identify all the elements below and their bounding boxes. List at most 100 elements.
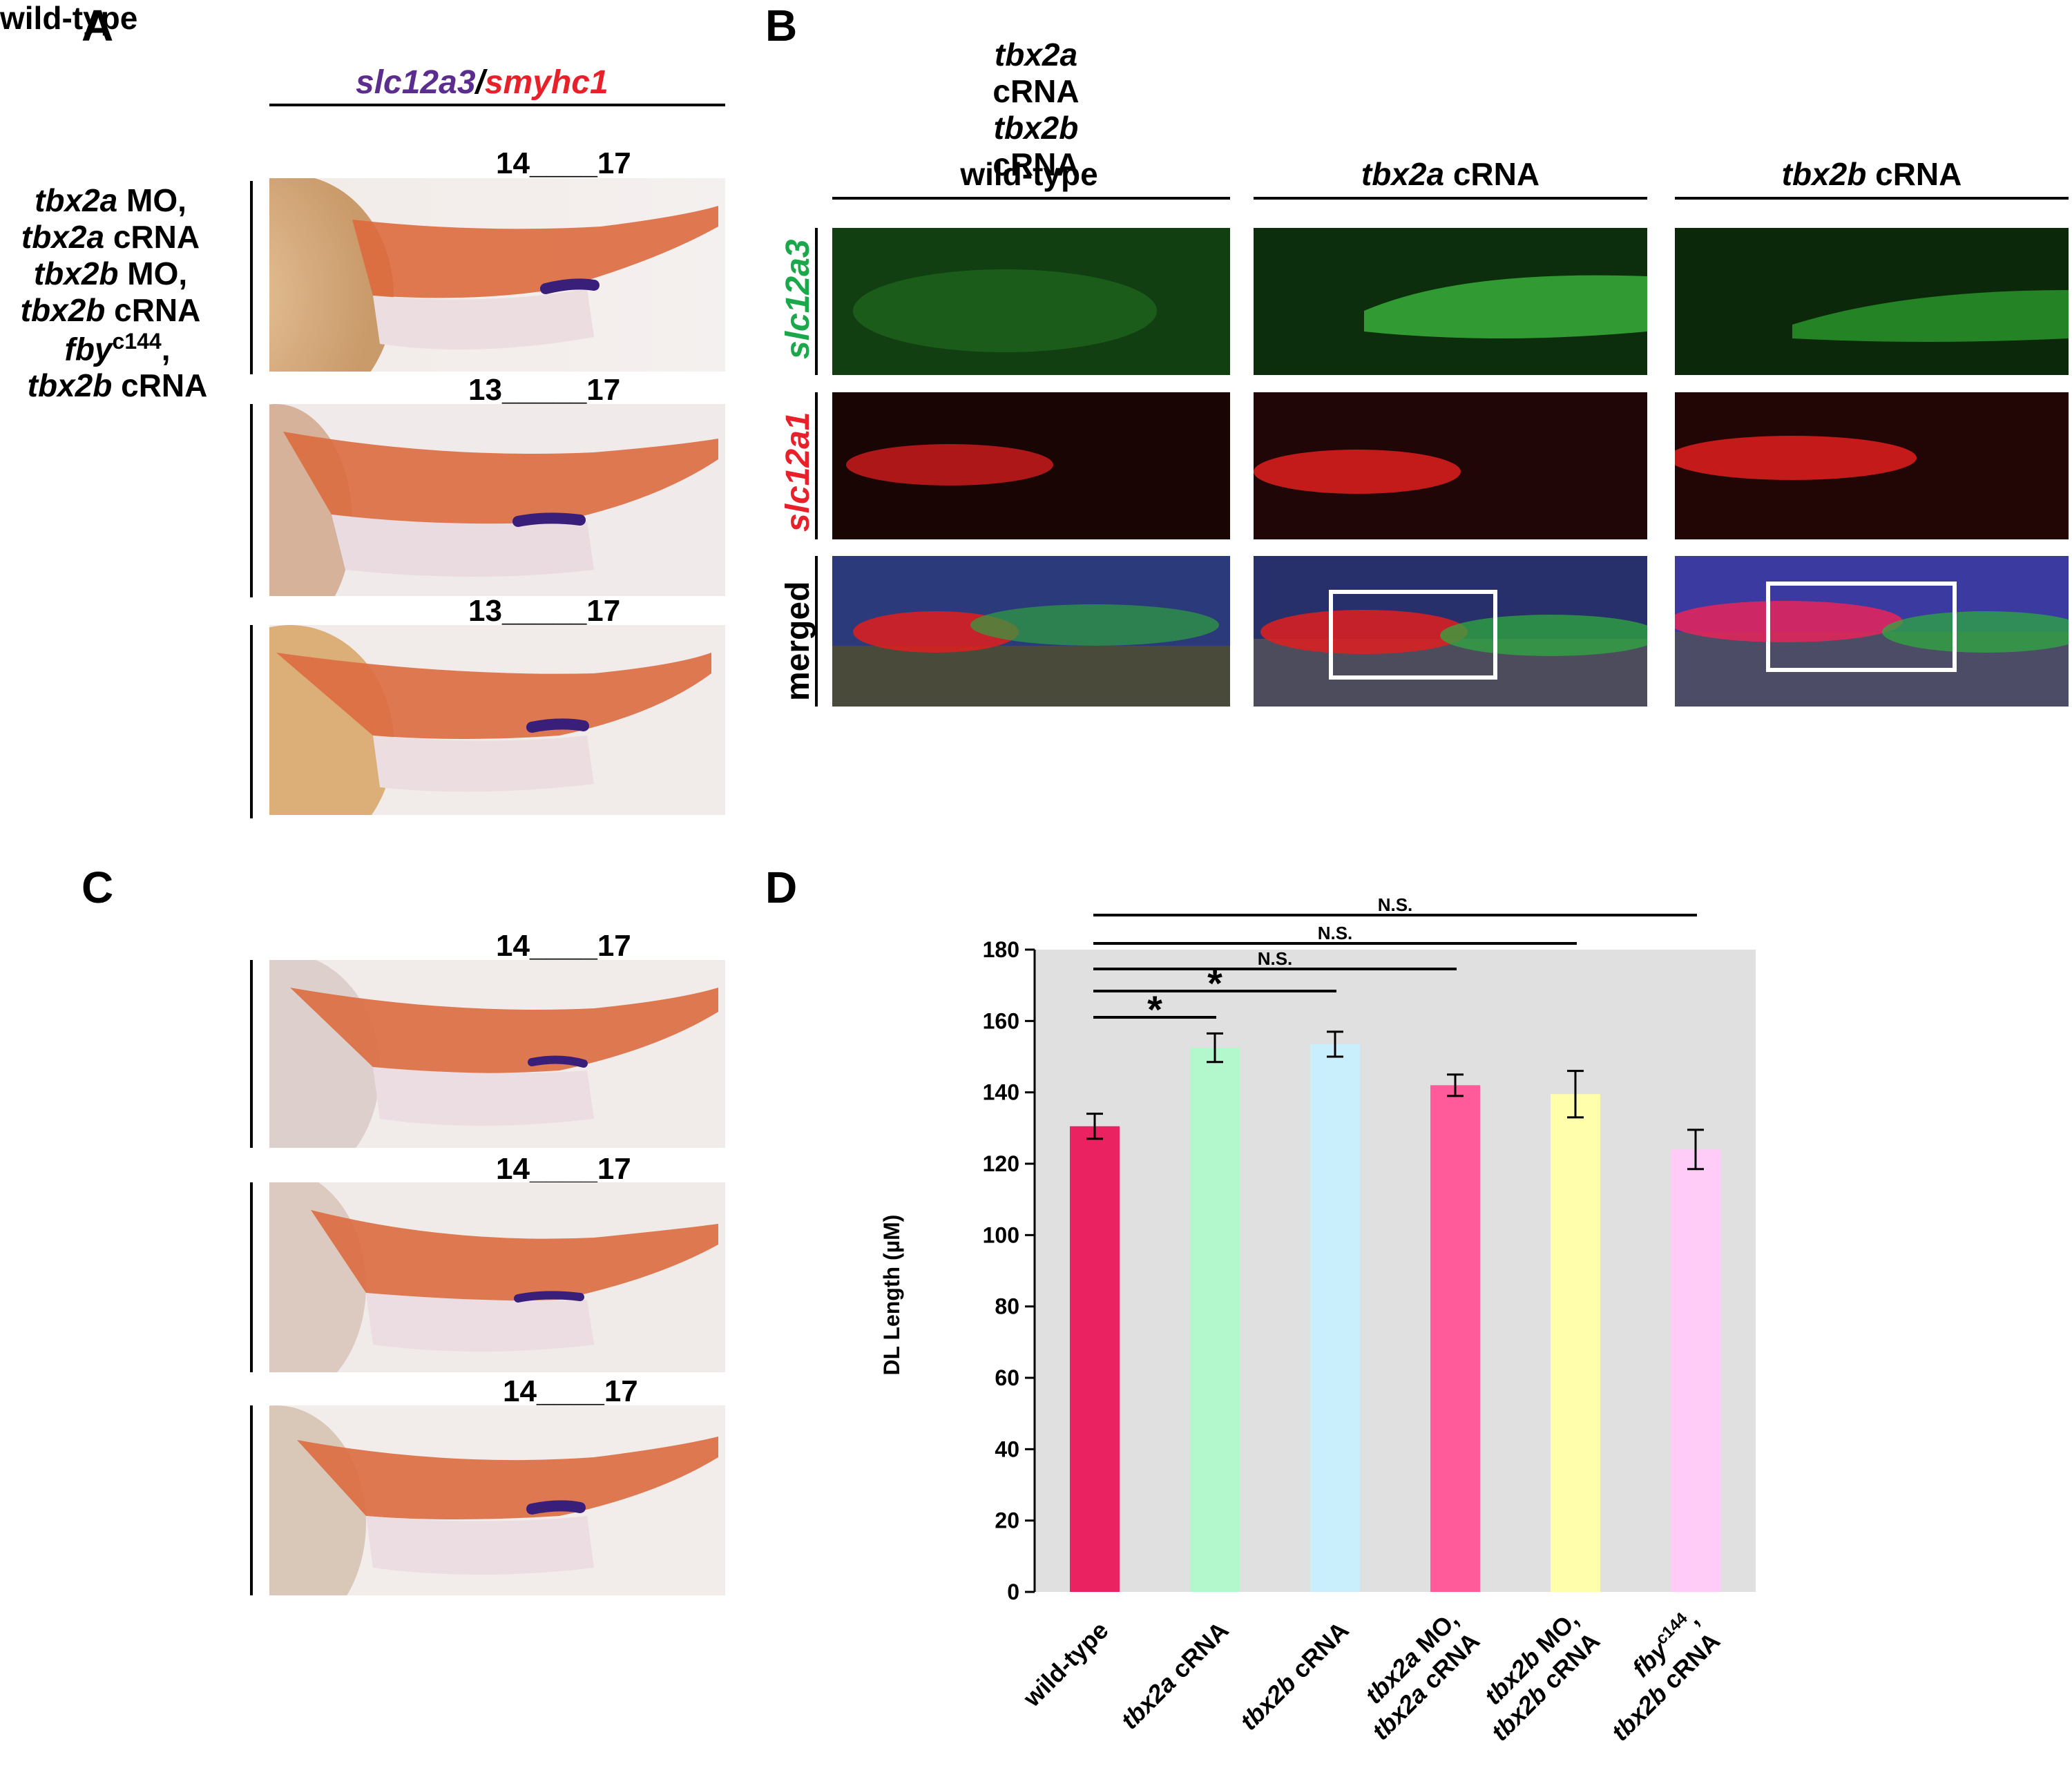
svg-text:tbx2a cRNA: tbx2a cRNA	[1115, 1616, 1234, 1735]
fluorescence-image-green	[1254, 228, 1647, 375]
error-bar	[1086, 1113, 1103, 1140]
x-tick-label: tbx2b MO,tbx2b cRNA	[1479, 1605, 1605, 1746]
embryo-image	[269, 960, 725, 1148]
embryo-image	[269, 1182, 725, 1372]
y-tick-label: 80	[995, 1294, 1019, 1319]
column-line	[1675, 197, 2069, 200]
label-line-1: tbx2b	[993, 109, 1079, 146]
gene-separator: /	[475, 64, 485, 101]
svg-text:tbx2b cRNA: tbx2b cRNA	[1234, 1616, 1354, 1736]
plot-background	[1035, 950, 1756, 1592]
significance-bracket: N.S.	[1093, 923, 1577, 945]
error-bar	[1567, 1070, 1584, 1119]
bar	[1551, 1094, 1600, 1592]
row-bracket	[250, 960, 253, 1148]
fluorescence-image-merged	[1675, 556, 2069, 707]
label-line-1: tbx2a	[994, 36, 1078, 73]
label-line-2: cRNA	[992, 146, 1080, 182]
error-bar	[1447, 1073, 1464, 1097]
row-bracket	[250, 1182, 253, 1372]
bar	[1430, 1085, 1480, 1592]
row-label-tbx2a-mo-rescue: tbx2a MO, tbx2a cRNA	[21, 182, 200, 256]
y-tick-label: 100	[983, 1222, 1019, 1247]
fluorescence-image-merged	[1254, 556, 1647, 707]
label-line-2: cRNA	[992, 73, 1080, 109]
panel-letter-d: D	[765, 863, 798, 912]
fluorescence-image-merged	[832, 556, 1230, 707]
gene-slc12a3-label: slc12a3	[356, 64, 476, 101]
column-line	[832, 197, 1230, 200]
fluorescence-image-green	[832, 228, 1230, 375]
row-bracket	[815, 556, 818, 707]
embryo-image	[269, 404, 725, 596]
column-label-tbx2a-crna: tbx2a cRNA	[1361, 156, 1540, 192]
fluorescence-image-red	[1675, 392, 2069, 539]
bar	[1671, 1149, 1720, 1592]
embryo-image	[269, 178, 725, 372]
row-bracket	[815, 392, 818, 539]
y-tick-label: 160	[983, 1008, 1019, 1033]
panel-letter-b: B	[765, 1, 798, 50]
row-label-wild-type: wild-type	[0, 0, 138, 36]
row-bracket	[250, 1405, 253, 1595]
error-bar	[1327, 1030, 1343, 1058]
segment-range: 14____17	[496, 929, 631, 963]
segment-range: 13_____17	[468, 373, 621, 407]
fluorescence-image-green	[1675, 228, 2069, 375]
panel-letter-c: C	[81, 863, 114, 912]
x-tick-label: tbx2a cRNA	[1115, 1616, 1234, 1735]
segment-range: 14____17	[496, 1152, 631, 1186]
fluorescence-image-red	[832, 392, 1230, 539]
significance-bracket: *	[1093, 988, 1216, 1031]
y-tick-label: 120	[983, 1151, 1019, 1176]
significance-brackets: * * N.S. N.S. N.S.	[1093, 894, 1697, 1031]
segment-range: 14____17	[503, 1374, 638, 1408]
bar	[1070, 1126, 1120, 1592]
row-bracket	[250, 181, 253, 374]
error-bar	[1207, 1032, 1223, 1064]
bar	[1310, 1044, 1360, 1592]
significance-label: N.S.	[1378, 894, 1413, 915]
significance-label: *	[1147, 988, 1162, 1031]
embryo-image	[269, 625, 725, 815]
column-line	[1254, 197, 1647, 200]
row-label-tbx2b-mo-rescue: tbx2b MO, tbx2b cRNA	[20, 256, 201, 329]
y-axis-label: DL Length (µM)	[879, 1215, 904, 1376]
significance-bracket: N.S.	[1093, 948, 1457, 970]
column-label-tbx2b-crna: tbx2b cRNA	[1781, 156, 1962, 192]
significance-bracket: N.S.	[1093, 894, 1697, 916]
row-bracket	[250, 625, 253, 818]
y-tick-label: 0	[1007, 1579, 1019, 1604]
fluorescence-image-red	[1254, 392, 1647, 539]
row-label-tbx2a-crna: tbx2a cRNA	[0, 37, 2072, 110]
significance-label: *	[1207, 961, 1222, 1005]
y-tick-label: 140	[983, 1080, 1019, 1105]
gene-smyhc1-label: smyhc1	[484, 64, 608, 101]
y-tick-label: 180	[983, 937, 1019, 962]
y-axis: 0 20 40 60 80 100 120 140 160 180	[983, 937, 1036, 1604]
svg-text:wild-type: wild-type	[1017, 1616, 1114, 1713]
panel-letter-a: A	[81, 1, 114, 50]
error-bar	[1687, 1128, 1704, 1171]
x-tick-label: fbyc144,tbx2b cRNA	[1606, 1605, 1725, 1746]
row-label-tbx2b-crna: tbx2b cRNA	[0, 110, 2072, 183]
segment-range: 14____17	[496, 146, 631, 180]
x-tick-label: wild-type	[1017, 1616, 1114, 1713]
significance-label: N.S.	[1318, 923, 1353, 943]
segment-range: 13_____17	[468, 594, 621, 628]
significance-bracket: *	[1093, 961, 1336, 1005]
y-tick-label: 20	[995, 1508, 1019, 1533]
column-label-wild-type: wild-type	[960, 156, 1098, 192]
significance-label: N.S.	[1258, 948, 1293, 969]
panel-a-header-line	[269, 104, 725, 106]
bars	[1070, 1030, 1720, 1592]
y-tick-label: 40	[995, 1437, 1019, 1461]
y-tick-label: 60	[995, 1365, 1019, 1390]
row-bracket	[815, 228, 818, 375]
row-label-fby-tbx2b-crna: fbyc144, tbx2b cRNA	[27, 329, 208, 404]
x-tick-label: tbx2b cRNA	[1234, 1616, 1354, 1736]
embryo-image	[269, 1405, 725, 1595]
bar	[1190, 1048, 1240, 1592]
